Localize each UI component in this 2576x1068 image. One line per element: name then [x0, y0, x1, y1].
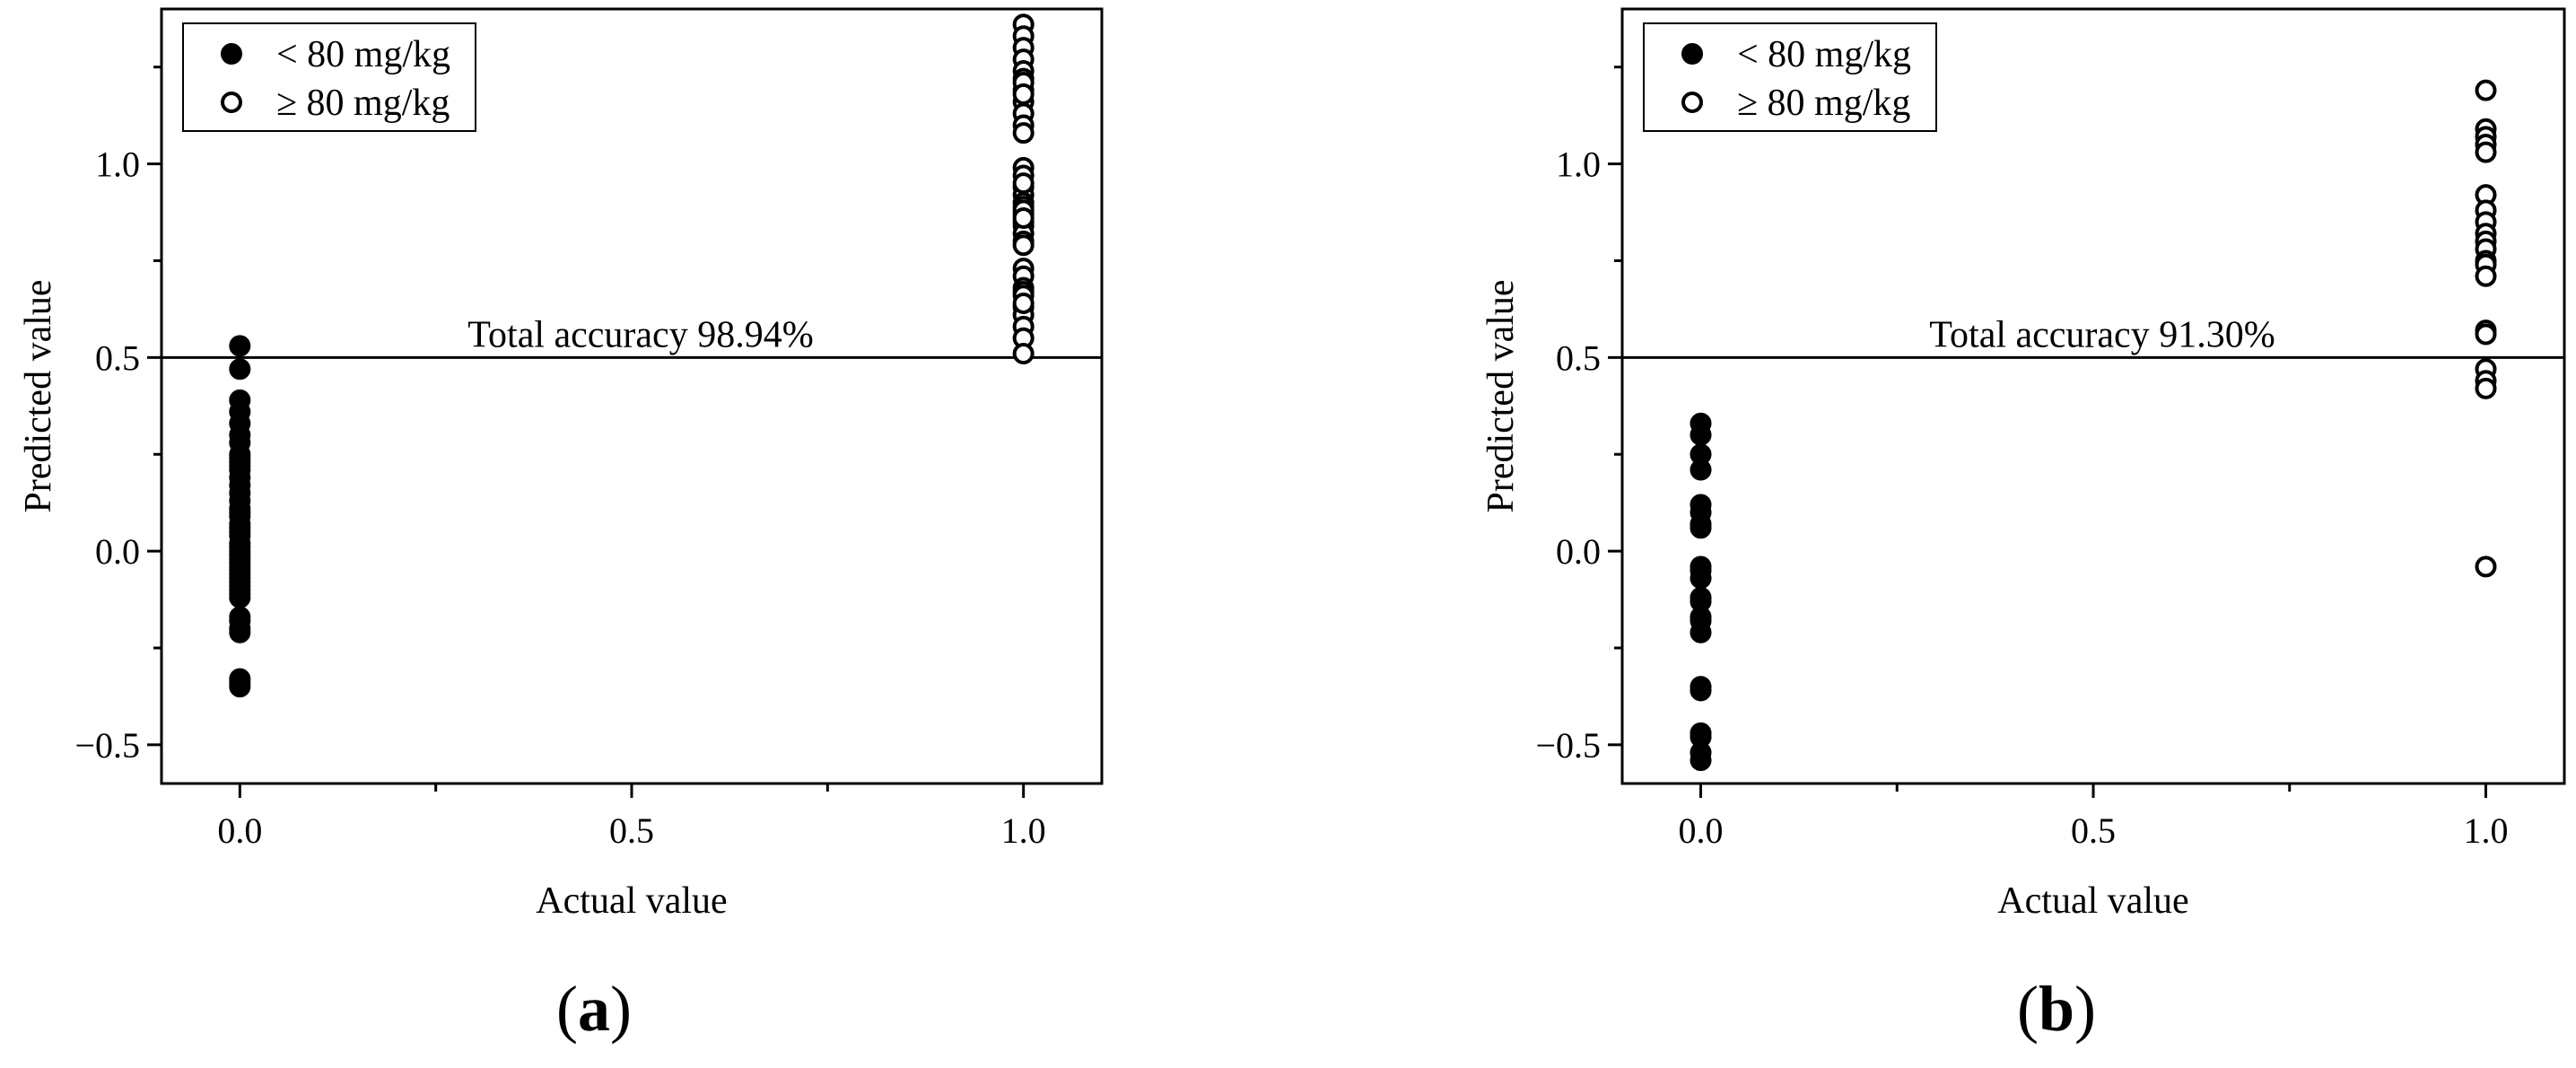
- point-at-or-above-80: [2475, 141, 2497, 163]
- point-at-or-above-80: [2475, 556, 2497, 578]
- point-below-80: [1690, 424, 1712, 446]
- legend-marker-at-or-above-80: [221, 92, 242, 113]
- panel-label-paren-close: ): [610, 973, 632, 1045]
- y-tick-label: −0.5: [74, 725, 140, 766]
- point-at-or-above-80: [2475, 265, 2497, 287]
- point-below-80: [229, 609, 251, 632]
- y-tick-label: 1.0: [95, 144, 140, 185]
- legend-label: ≥ 80 mg/kg: [276, 83, 450, 124]
- y-tick-label: 0.0: [95, 531, 140, 572]
- point-below-80: [1690, 459, 1712, 481]
- y-tick-label: −0.5: [1535, 725, 1601, 766]
- panel-a: 0.0 0.5 1.0 −0.5 0.0 0.5 1.0 Actual value Predic…: [18, 7, 1104, 1045]
- point-below-80: [229, 517, 251, 539]
- y-tick-label: 0.5: [1556, 337, 1601, 378]
- panel-b: 0.0 0.5 1.0 −0.5 0.0 0.5 1.0 Actual value Predic…: [1480, 7, 2566, 1045]
- y-tick-label: 0.5: [95, 337, 140, 378]
- x-tick-label: 0.0: [217, 810, 262, 851]
- panel-label-paren-open: (: [556, 973, 578, 1045]
- legend-marker-below-80: [221, 43, 242, 65]
- point-below-80: [229, 676, 251, 698]
- legend-box: [182, 22, 476, 132]
- point-below-80: [1690, 621, 1712, 643]
- panel-label: (a): [556, 973, 632, 1045]
- legend-label: < 80 mg/kg: [1737, 34, 1911, 75]
- point-at-or-above-80: [2475, 323, 2497, 346]
- accuracy-annotation: Total accuracy 91.30%: [1929, 314, 2275, 355]
- x-tick-label: 1.0: [2464, 810, 2509, 851]
- accuracy-annotation: Total accuracy 98.94%: [467, 314, 813, 355]
- legend-marker-below-80: [1681, 43, 1703, 65]
- point-below-80: [1690, 567, 1712, 590]
- x-axis-title: Actual value: [536, 880, 727, 922]
- legend: < 80 mg/kg ≥ 80 mg/kg: [1643, 22, 1937, 132]
- panel-label-letter: b: [2039, 973, 2074, 1045]
- x-axis-title: Actual value: [1997, 880, 2188, 922]
- point-at-or-above-80: [2475, 377, 2497, 399]
- point-at-or-above-80: [1012, 234, 1035, 257]
- x-tick-label: 0.5: [609, 810, 654, 851]
- y-axis-title: Predicted value: [18, 279, 59, 512]
- point-below-80: [229, 455, 251, 477]
- x-tick-label: 0.5: [2071, 810, 2116, 851]
- x-tick-label: 1.0: [1001, 810, 1046, 851]
- point-below-80: [1690, 749, 1712, 772]
- point-at-or-above-80: [1012, 343, 1035, 365]
- y-tick-label: 1.0: [1556, 144, 1601, 185]
- panel-label-paren-close: ): [2074, 973, 2096, 1045]
- legend: < 80 mg/kg ≥ 80 mg/kg: [182, 22, 476, 132]
- point-at-or-above-80: [1012, 172, 1035, 195]
- legend-box: [1643, 22, 1937, 132]
- point-below-80: [229, 335, 251, 357]
- point-below-80: [1690, 679, 1712, 702]
- legend-marker-at-or-above-80: [1681, 92, 1703, 113]
- point-at-or-above-80: [2475, 79, 2497, 101]
- legend-label: < 80 mg/kg: [276, 34, 450, 75]
- point-below-80: [229, 358, 251, 381]
- panel-label-letter: a: [578, 973, 610, 1045]
- point-below-80: [1690, 517, 1712, 539]
- panel-label: (b): [2017, 973, 2096, 1045]
- panel-label-paren-open: (: [2017, 973, 2039, 1045]
- point-below-80: [229, 586, 251, 608]
- x-tick-label: 0.0: [1679, 810, 1724, 851]
- point-at-or-above-80: [1012, 207, 1035, 230]
- y-tick-label: 0.0: [1556, 531, 1601, 572]
- point-at-or-above-80: [1012, 122, 1035, 144]
- legend-label: ≥ 80 mg/kg: [1737, 83, 1910, 124]
- y-axis-title: Predicted value: [1480, 279, 1522, 512]
- point-at-or-above-80: [1012, 83, 1035, 105]
- point-at-or-above-80: [1012, 292, 1035, 314]
